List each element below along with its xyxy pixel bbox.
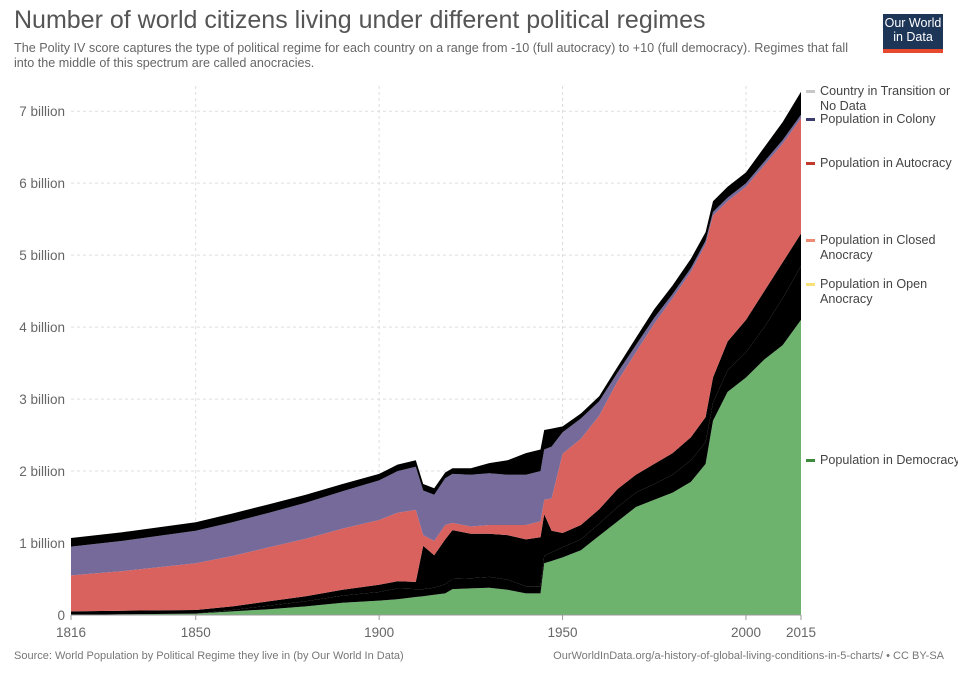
legend-label: Country in Transition or No Data: [820, 84, 951, 113]
legend-label: Population in Closed Anocracy: [820, 233, 936, 262]
legend-item-open[interactable]: Population in Open Anocracy: [806, 277, 958, 307]
legend-item-democracy[interactable]: Population in Democracy: [806, 453, 958, 468]
legend-label: Population in Open Anocracy: [820, 277, 928, 306]
legend-item-colony[interactable]: Population in Colony: [806, 112, 958, 127]
license-note[interactable]: OurWorldInData.org/a-history-of-global-l…: [553, 650, 944, 662]
y-tick-label: 1 billion: [19, 536, 65, 551]
x-tick-label: 1950: [548, 625, 578, 640]
y-tick-label: 6 billion: [19, 176, 65, 191]
chart-subtitle: The Polity IV score captures the type of…: [14, 41, 849, 70]
logo-accent-bar: [883, 49, 943, 53]
y-tick-label: 5 billion: [19, 248, 65, 263]
x-tick-label: 1850: [181, 625, 211, 640]
owid-logo[interactable]: Our World in Data: [883, 14, 943, 53]
legend-label: Population in Colony: [820, 112, 936, 126]
y-tick-label: 2 billion: [19, 464, 65, 479]
logo-line-1: Our World: [884, 16, 942, 30]
legend-item-closed[interactable]: Population in Closed Anocracy: [806, 233, 958, 263]
y-tick-label: 0: [57, 608, 65, 623]
legend-item-nodata[interactable]: Country in Transition or No Data: [806, 84, 958, 114]
logo-line-2: in Data: [893, 30, 933, 44]
source-note[interactable]: Source: World Population by Political Re…: [14, 650, 404, 662]
legend-swatch: [806, 239, 815, 242]
axes: 0 1 billion 2 billion 3 billion 4 billion 5 b…: [19, 104, 816, 640]
x-tick-label: 2000: [731, 625, 761, 640]
y-tick-label: 4 billion: [19, 320, 65, 335]
legend-swatch: [806, 90, 815, 93]
x-tick-label: 1900: [364, 625, 394, 640]
legend-label: Population in Autocracy: [820, 156, 952, 170]
legend-item-autocracy[interactable]: Population in Autocracy: [806, 156, 958, 171]
stacked-areas: [71, 91, 801, 615]
area-democracy[interactable]: [71, 319, 801, 615]
legend-swatch: [806, 162, 815, 165]
chart-title: Number of world citizens living under di…: [14, 6, 706, 34]
x-tick-label: 1816: [56, 625, 86, 640]
legend-swatch: [806, 118, 815, 121]
legend-swatch: [806, 459, 815, 462]
legend-swatch: [806, 283, 815, 286]
y-tick-label: 3 billion: [19, 392, 65, 407]
x-tick-label: 2015: [786, 625, 816, 640]
area-autocracy[interactable]: [71, 118, 801, 612]
legend-label: Population in Democracy: [820, 453, 958, 467]
y-tick-label: 7 billion: [19, 104, 65, 119]
